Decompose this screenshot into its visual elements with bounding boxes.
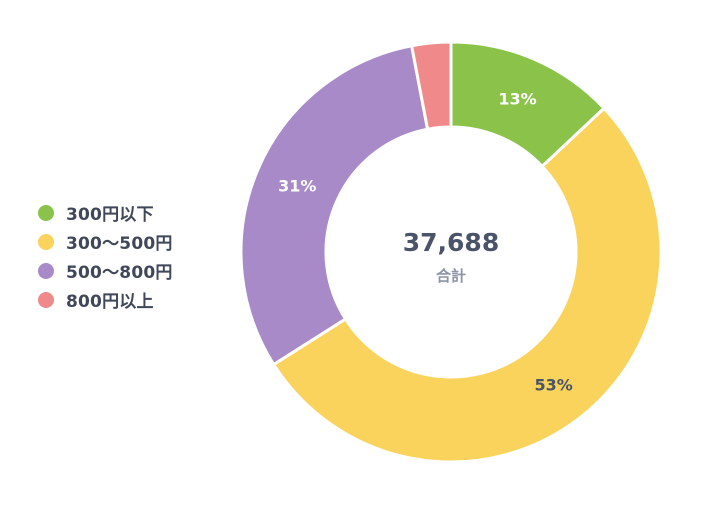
slice-data-label: 53% <box>535 375 573 394</box>
legend-swatch-icon <box>38 233 54 250</box>
slice-data-label: 13% <box>498 89 536 108</box>
slice-labels: 13% 53% 31% <box>278 89 573 394</box>
chart-legend: 300円以下 300〜500円 500〜800円 800円以上 <box>38 200 173 312</box>
donut-slice[interactable] <box>239 43 430 367</box>
legend-label: 300円以下 <box>66 205 154 225</box>
legend-item[interactable]: 800円以上 <box>38 287 173 312</box>
legend-label: 300〜500円 <box>66 234 173 254</box>
legend-item[interactable]: 300〜500円 <box>38 229 173 254</box>
legend-swatch-icon <box>38 291 54 308</box>
center-total-value: 37,688 <box>403 228 499 257</box>
legend-label: 500〜800円 <box>66 263 173 283</box>
donut-slice[interactable] <box>409 40 453 131</box>
slice-data-label: 31% <box>278 176 316 195</box>
legend-item[interactable]: 300円以下 <box>38 200 173 225</box>
donut-slices <box>239 40 663 464</box>
legend-swatch-icon <box>38 204 54 221</box>
legend-label: 800円以上 <box>66 292 154 312</box>
legend-item[interactable]: 500〜800円 <box>38 258 173 283</box>
legend-swatch-icon <box>38 262 54 279</box>
donut-slice[interactable] <box>271 106 663 464</box>
center-total-label: 合計 <box>435 267 466 285</box>
